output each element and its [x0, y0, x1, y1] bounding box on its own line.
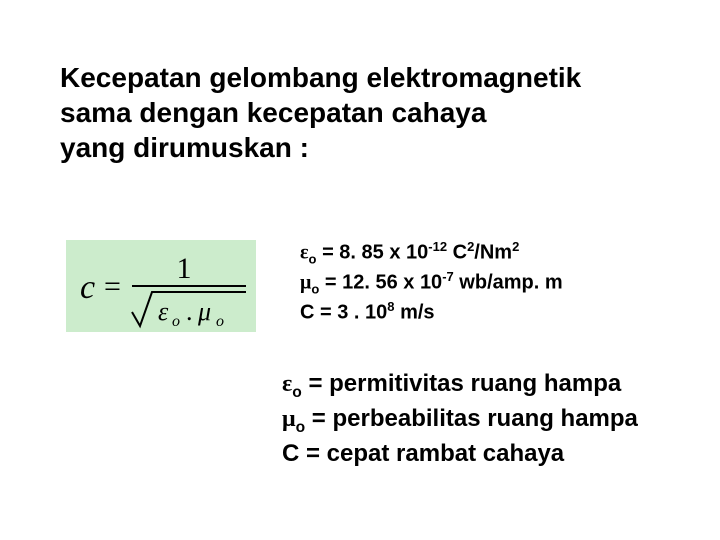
formula-eps-sub: o — [172, 313, 180, 330]
c-def-symbol: C — [282, 440, 306, 467]
title-line-1: Kecepatan gelombang elektromagnetik — [60, 60, 660, 95]
epsilon-symbol: ε — [300, 242, 309, 264]
epsilon-def-line: εo = permitivitas ruang hampa — [282, 368, 638, 403]
epsilon-def-symbol: ε — [282, 371, 292, 397]
c-eq: = 3 . 10 — [320, 302, 387, 324]
title-block: Kecepatan gelombang elektromagnetik sama… — [60, 60, 660, 165]
mu-def-text: = perbeabilitas ruang hampa — [305, 405, 638, 432]
mu-symbol: μ — [300, 272, 311, 294]
epsilon-exp: -12 — [428, 239, 447, 254]
epsilon-def-text: = permitivitas ruang hampa — [302, 370, 621, 397]
c-def-line: C = cepat rambat cahaya — [282, 438, 638, 469]
formula-box: c = 1 ε o . μ o — [66, 240, 256, 332]
title-line-2: sama dengan kecepatan cahaya — [60, 95, 660, 130]
epsilon-sub: o — [309, 252, 317, 267]
mu-tail: wb/amp. m — [454, 272, 563, 294]
formula-numerator: 1 — [177, 252, 192, 285]
epsilon-eq: = 8. 85 x 10 — [322, 242, 428, 264]
c-def-text: = cepat rambat cahaya — [306, 440, 564, 467]
formula-svg: c = 1 ε o . μ o — [66, 240, 256, 332]
title-line-3: yang dirumuskan : — [60, 130, 660, 165]
mu-def-line: μo = perbeabilitas ruang hampa — [282, 403, 638, 438]
epsilon-value-line: εo = 8. 85 x 10-12 C2/Nm2 — [300, 238, 563, 268]
definitions-block: εo = permitivitas ruang hampa μo = perbe… — [282, 368, 638, 469]
formula-equals: = — [104, 270, 121, 303]
mu-exp: -7 — [442, 269, 454, 284]
epsilon-def-sub: o — [292, 384, 302, 401]
values-block: εo = 8. 85 x 10-12 C2/Nm2 μo = 12. 56 x … — [300, 238, 563, 327]
c-tail: m/s — [395, 302, 435, 324]
mu-value-line: μo = 12. 56 x 10-7 wb/amp. m — [300, 268, 563, 298]
formula-dot: . — [186, 297, 193, 326]
mu-def-symbol: μ — [282, 406, 296, 432]
mu-eq: = 12. 56 x 10 — [325, 272, 442, 294]
epsilon-exp3: 2 — [512, 239, 519, 254]
mu-def-sub: o — [296, 419, 306, 436]
formula-mu-sub: o — [216, 313, 224, 330]
epsilon-tail2: /Nm — [474, 242, 512, 264]
c-exp: 8 — [387, 299, 394, 314]
c-value-line: C = 3 . 108 m/s — [300, 298, 563, 327]
formula-eps: ε — [158, 297, 169, 326]
c-symbol: C — [300, 302, 314, 324]
formula-lhs: c — [80, 269, 95, 306]
mu-sub: o — [311, 282, 319, 297]
epsilon-tail1: C — [447, 242, 467, 264]
formula-mu: μ — [197, 297, 211, 326]
